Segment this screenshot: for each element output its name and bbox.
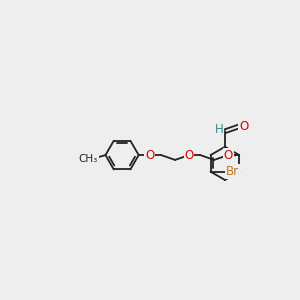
Text: O: O <box>224 148 233 162</box>
Text: CH₃: CH₃ <box>79 154 98 164</box>
Text: H: H <box>215 123 224 136</box>
Text: O: O <box>184 148 194 162</box>
Text: O: O <box>145 148 154 162</box>
Text: Br: Br <box>226 165 239 178</box>
Text: O: O <box>239 120 248 133</box>
